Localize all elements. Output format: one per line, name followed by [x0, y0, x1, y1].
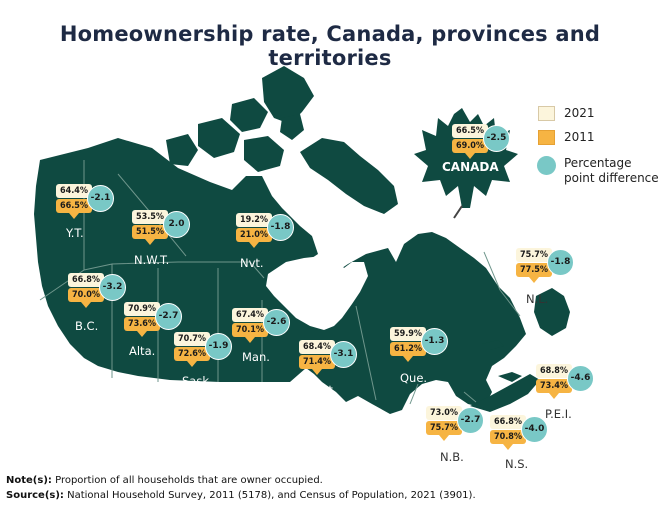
region-label-yt: Y.T.: [66, 226, 84, 240]
rate-2021: 67.4%: [232, 308, 268, 322]
rate-2011: 71.4%: [299, 355, 335, 369]
region-label-nb: N.B.: [440, 450, 464, 464]
legend-label: 2021: [564, 106, 595, 120]
region-label-qc: Que.: [400, 371, 428, 385]
arctic-island-2: [198, 118, 240, 158]
difference-badge: -2.5: [483, 125, 510, 152]
difference-badge: -3.1: [330, 341, 357, 368]
difference-badge: 2.0: [163, 211, 190, 238]
difference-badge: -2.6: [263, 309, 290, 336]
difference-badge: -1.8: [267, 214, 294, 241]
arctic-island-3: [244, 136, 284, 172]
region-label-nl: N.L.: [526, 292, 549, 306]
region-label-on: Ont.: [312, 383, 337, 397]
footnotes: Note(s): Proportion of all households th…: [6, 473, 654, 503]
legend-difference: Percentage point difference: [537, 156, 659, 186]
rate-2021: 19.2%: [236, 213, 272, 227]
rate-2011: 69.0%: [452, 139, 488, 153]
region-label-nwt: N.W.T.: [134, 253, 170, 267]
region-label-sk: Sask.: [182, 374, 213, 388]
canada-label: CANADA: [442, 160, 499, 174]
nova-scotia-shape: [470, 374, 540, 412]
region-label-nvt: Nvt.: [240, 256, 264, 270]
difference-badge: -2.7: [155, 303, 182, 330]
region-label-pe: P.E.I.: [545, 407, 572, 421]
legend-2021: 2021: [538, 106, 595, 121]
map-title: Homeownership rate, Canada, provinces an…: [59, 22, 601, 70]
legend-label: 2011: [564, 130, 595, 144]
region-label-ns: N.S.: [505, 457, 529, 471]
rate-2011: 51.5%: [132, 225, 168, 239]
rate-2011: 61.2%: [390, 342, 426, 356]
anticosti-island: [482, 340, 504, 350]
rate-2011: 70.8%: [490, 430, 526, 444]
rate-2011: 70.1%: [232, 323, 268, 337]
orange-square-icon: [538, 130, 555, 145]
difference-badge: -2.1: [87, 185, 114, 212]
hudson-bay: [266, 256, 368, 330]
rate-2021: 75.7%: [516, 248, 552, 262]
note-line: Note(s): Proportion of all households th…: [6, 475, 323, 486]
rate-2021: 70.7%: [174, 332, 210, 346]
region-label-ab: Alta.: [129, 344, 156, 358]
rate-2011: 70.0%: [68, 288, 104, 302]
rate-2011: 77.5%: [516, 263, 552, 277]
region-label-bc: B.C.: [75, 319, 99, 333]
difference-badge: -3.2: [99, 274, 126, 301]
rate-2011: 73.4%: [536, 379, 572, 393]
difference-badge: -1.9: [205, 333, 232, 360]
rate-2021: 66.8%: [68, 273, 104, 287]
rate-2021: 68.4%: [299, 340, 335, 354]
rate-2021: 59.9%: [390, 327, 426, 341]
difference-badge: -4.6: [567, 365, 594, 392]
rate-2021: 66.5%: [452, 124, 488, 138]
rate-2021: 66.8%: [490, 415, 526, 429]
ellesmere-island: [262, 66, 314, 124]
rate-2021: 73.0%: [426, 406, 462, 420]
teal-circle-icon: [537, 156, 556, 175]
rate-2021: 68.8%: [536, 364, 572, 378]
difference-badge: -2.7: [457, 407, 484, 434]
arctic-island-1: [230, 98, 268, 132]
rate-2011: 21.0%: [236, 228, 272, 242]
arctic-island-4: [166, 134, 198, 166]
arctic-island-5: [280, 114, 304, 140]
newfoundland-island: [534, 288, 570, 336]
rate-2021: 70.9%: [124, 302, 160, 316]
difference-badge: -1.8: [547, 249, 574, 276]
rate-2021: 53.5%: [132, 210, 168, 224]
rate-2011: 75.7%: [426, 421, 462, 435]
maple-leaf-stem: [453, 205, 463, 219]
rate-2011: 73.6%: [124, 317, 160, 331]
pei-shape: [498, 372, 522, 382]
difference-badge: -1.3: [421, 328, 448, 355]
baffin-island: [300, 138, 398, 214]
difference-badge: -4.0: [521, 416, 548, 443]
rate-2021: 64.4%: [56, 184, 92, 198]
rate-2011: 72.6%: [174, 347, 210, 361]
legend-2011: 2011: [538, 130, 595, 145]
region-label-mb: Man.: [242, 350, 270, 364]
legend-label: Percentage point difference: [564, 156, 659, 185]
source-line: Source(s): National Household Survey, 20…: [6, 490, 476, 501]
rate-2011: 66.5%: [56, 199, 92, 213]
cream-square-icon: [538, 106, 555, 121]
